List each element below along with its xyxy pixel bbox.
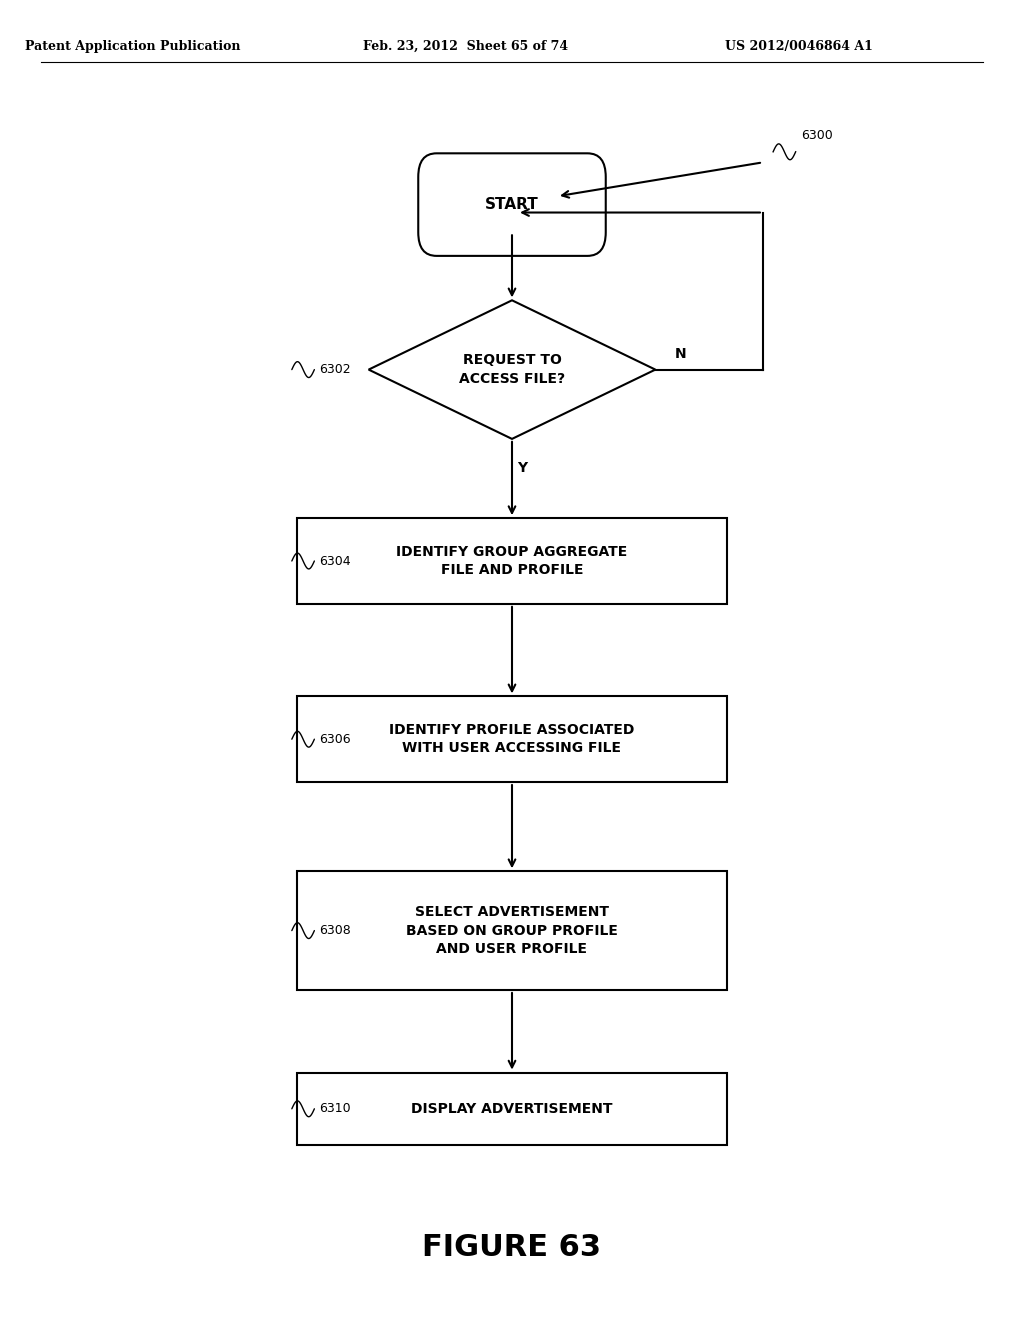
Text: 6300: 6300: [801, 129, 833, 143]
Text: DISPLAY ADVERTISEMENT: DISPLAY ADVERTISEMENT: [412, 1102, 612, 1115]
Text: 6302: 6302: [319, 363, 351, 376]
Bar: [297, 1072, 727, 1144]
Text: Patent Application Publication: Patent Application Publication: [26, 40, 241, 53]
Text: 6310: 6310: [319, 1102, 351, 1115]
Text: IDENTIFY GROUP AGGREGATE
FILE AND PROFILE: IDENTIFY GROUP AGGREGATE FILE AND PROFIL…: [396, 545, 628, 577]
Text: SELECT ADVERTISEMENT
BASED ON GROUP PROFILE
AND USER PROFILE: SELECT ADVERTISEMENT BASED ON GROUP PROF…: [407, 906, 617, 956]
Text: 6304: 6304: [319, 554, 351, 568]
Text: IDENTIFY PROFILE ASSOCIATED
WITH USER ACCESSING FILE: IDENTIFY PROFILE ASSOCIATED WITH USER AC…: [389, 723, 635, 755]
Text: 6306: 6306: [319, 733, 351, 746]
Text: Feb. 23, 2012  Sheet 65 of 74: Feb. 23, 2012 Sheet 65 of 74: [364, 40, 568, 53]
Text: Y: Y: [517, 461, 527, 475]
Bar: [297, 697, 727, 781]
Text: N: N: [675, 347, 687, 360]
Bar: [297, 519, 727, 605]
Bar: [297, 871, 727, 990]
Text: FIGURE 63: FIGURE 63: [423, 1233, 601, 1262]
FancyBboxPatch shape: [418, 153, 606, 256]
Text: US 2012/0046864 A1: US 2012/0046864 A1: [725, 40, 872, 53]
Polygon shape: [369, 301, 655, 438]
Text: 6308: 6308: [319, 924, 351, 937]
Text: START: START: [485, 197, 539, 213]
Text: REQUEST TO
ACCESS FILE?: REQUEST TO ACCESS FILE?: [459, 354, 565, 385]
